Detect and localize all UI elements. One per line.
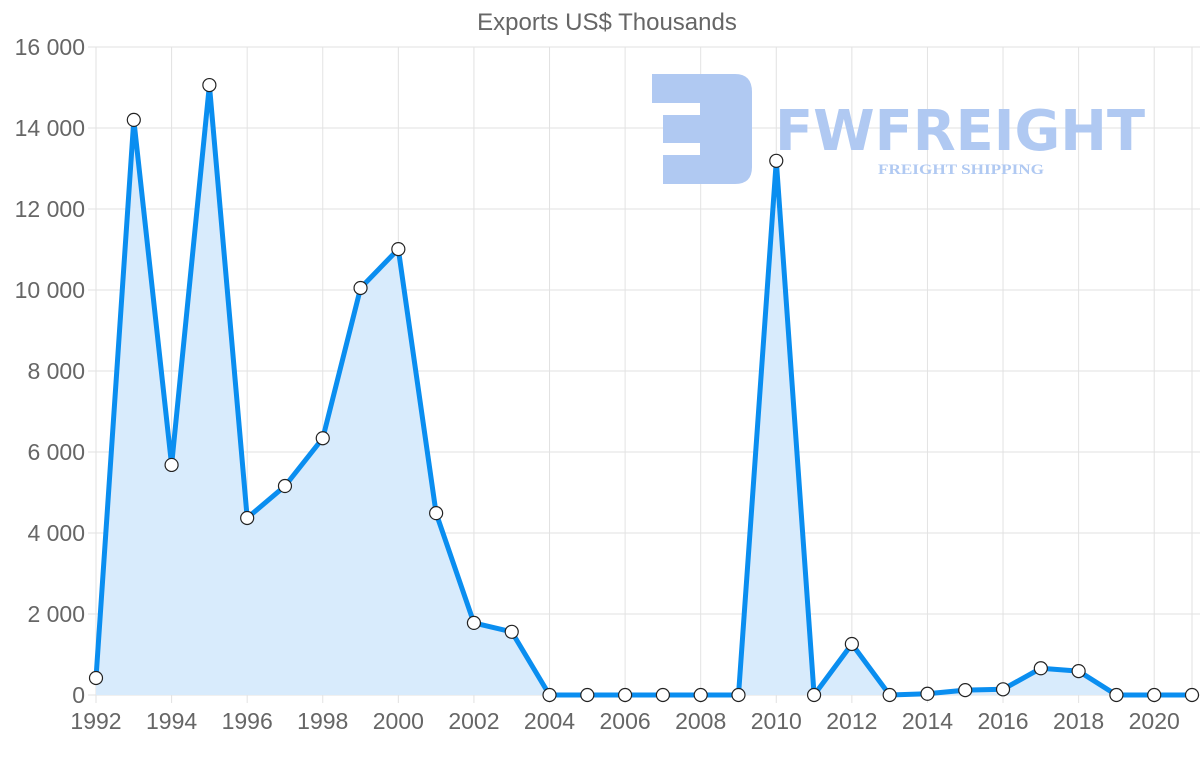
x-tick-label: 2004: [524, 708, 575, 734]
data-point-2014[interactable]: [920, 686, 935, 701]
data-point-2002[interactable]: [466, 615, 482, 631]
data-point-2004[interactable]: [542, 687, 557, 703]
watermark-logo: FWFREIGHT FREIGHT SHIPPING: [652, 74, 1145, 184]
data-point-2015[interactable]: [958, 683, 973, 698]
x-tick-label: 2008: [675, 708, 726, 734]
x-tick-label: 2000: [373, 708, 424, 734]
data-point-2005[interactable]: [580, 687, 595, 703]
data-point-2020[interactable]: [1147, 687, 1162, 703]
x-tick-label: 1992: [70, 708, 121, 734]
data-point-2008[interactable]: [693, 687, 708, 703]
x-tick-label: 2014: [902, 708, 953, 734]
data-point-2007[interactable]: [655, 687, 670, 703]
x-tick-label: 1996: [222, 708, 273, 734]
x-tick-label: 2020: [1129, 708, 1180, 734]
y-tick-label: 0: [72, 682, 85, 708]
x-tick-label: 2010: [751, 708, 802, 734]
data-point-1998[interactable]: [315, 431, 330, 446]
x-tick-label: 2002: [448, 708, 499, 734]
y-tick-label: 8 000: [27, 358, 85, 384]
logo-mark-icon: [652, 74, 752, 184]
x-tick-label: 2018: [1053, 708, 1104, 734]
data-point-1992[interactable]: [88, 670, 104, 686]
data-point-2001[interactable]: [429, 506, 444, 521]
data-point-2006[interactable]: [618, 687, 633, 703]
data-point-2019[interactable]: [1109, 687, 1124, 703]
x-tick-label: 2012: [826, 708, 877, 734]
chart-title: Exports US$ Thousands: [477, 9, 737, 36]
data-point-2010[interactable]: [769, 153, 784, 168]
data-point-2012[interactable]: [844, 636, 859, 652]
data-point-2009[interactable]: [731, 687, 746, 703]
data-point-2018[interactable]: [1071, 664, 1086, 679]
data-point-1994[interactable]: [164, 457, 179, 473]
x-tick-label: 2016: [977, 708, 1028, 734]
data-points: [88, 77, 1200, 703]
data-point-1996[interactable]: [240, 510, 255, 526]
data-point-1995[interactable]: [202, 77, 217, 93]
x-tick-label: 1998: [297, 708, 348, 734]
x-tick-label: 1994: [146, 708, 197, 734]
x-tick-label: 2006: [600, 708, 651, 734]
logo-brand: FWFREIGHT: [775, 99, 1145, 164]
data-point-1997[interactable]: [277, 478, 293, 494]
data-point-1993[interactable]: [126, 112, 141, 128]
y-tick-label: 10 000: [15, 277, 85, 303]
data-point-1999[interactable]: [353, 280, 368, 296]
y-tick-label: 6 000: [27, 439, 85, 465]
logo-tagline: FREIGHT SHIPPING: [878, 162, 1044, 178]
y-axis-ticks: 0 2 000 4 000 6 000 8 000 10 000 12 000 14 000 1…: [15, 34, 85, 708]
data-point-2013[interactable]: [882, 687, 897, 703]
y-tick-label: 16 000: [15, 34, 85, 60]
data-point-2000[interactable]: [391, 241, 406, 257]
y-tick-label: 14 000: [15, 115, 85, 141]
series-line: [93, 82, 1192, 698]
data-point-2021[interactable]: [1184, 687, 1200, 703]
y-tick-label: 2 000: [27, 601, 85, 627]
y-tick-label: 4 000: [27, 520, 85, 546]
data-point-2011[interactable]: [806, 687, 822, 703]
x-axis-ticks: 1992 1994 1996 1998 2000 2002 2004 2006 2008 2010…: [70, 708, 1179, 734]
data-point-2003[interactable]: [504, 624, 519, 639]
y-tick-label: 12 000: [15, 196, 85, 222]
series-area: [96, 85, 1192, 696]
data-point-2016[interactable]: [995, 682, 1011, 697]
data-point-2017[interactable]: [1033, 661, 1048, 676]
